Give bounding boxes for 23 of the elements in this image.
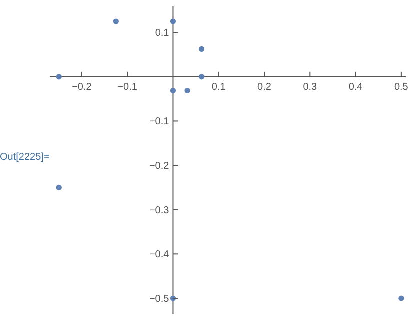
x-tick-label: 0.1 — [212, 82, 226, 93]
point — [113, 18, 119, 24]
point — [56, 74, 62, 80]
x-tick-label: 0.3 — [303, 82, 318, 93]
point — [170, 88, 176, 94]
y-tick-label: 0.1 — [155, 28, 170, 40]
y-tick-label: −0.4 — [149, 250, 170, 261]
text: Out[2225]= — [0, 152, 50, 163]
y-tick-label: −0.5 — [149, 294, 170, 305]
point — [184, 88, 190, 94]
point — [198, 46, 205, 52]
point — [398, 296, 404, 302]
x-tick-label: 0.5 — [394, 82, 409, 93]
y-tick-label: −0.2 — [149, 161, 170, 172]
x-tick-label: −0.1 — [118, 82, 138, 93]
x-tick-label: 0.4 — [348, 82, 364, 93]
point — [170, 18, 176, 24]
y-tick-label: −0.3 — [149, 205, 170, 216]
x-tick-label: −0.2 — [72, 82, 92, 93]
x-tick-label: 0.2 — [258, 82, 272, 93]
point — [198, 74, 205, 80]
point — [56, 184, 62, 190]
y-tick-label: −0.1 — [149, 116, 170, 128]
